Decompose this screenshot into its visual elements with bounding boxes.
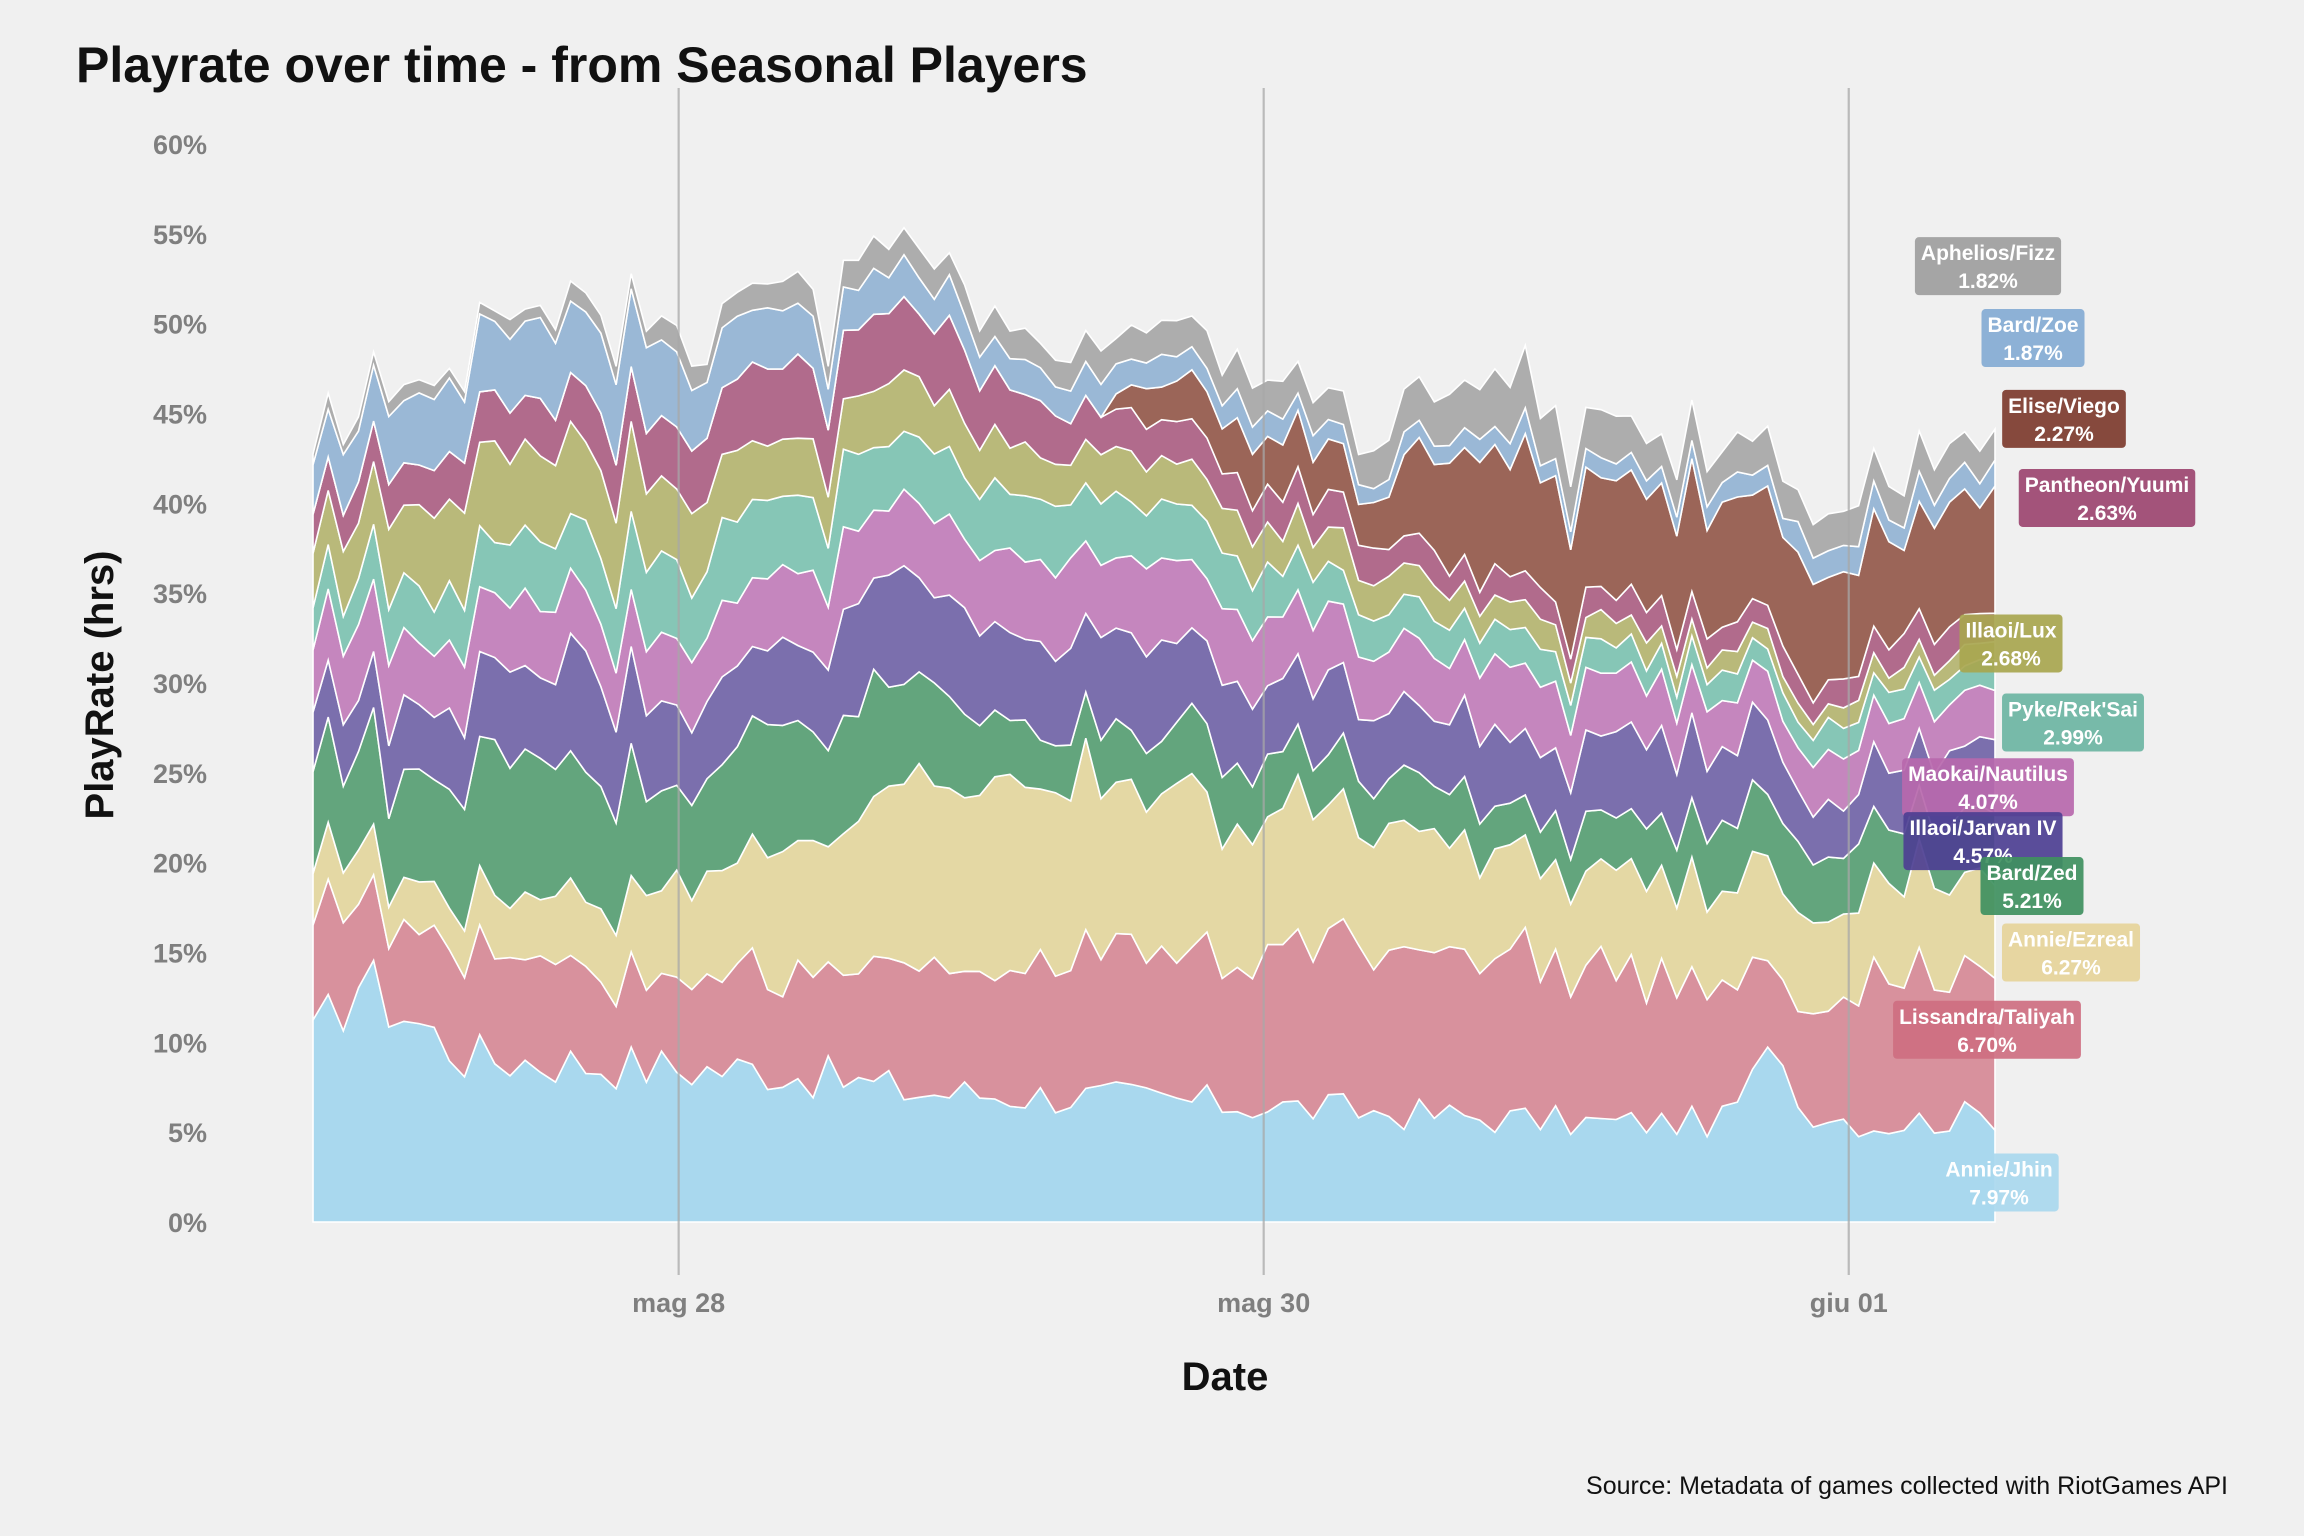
end-label-elise-viego: Elise/Viego 2.27% (2002, 389, 2126, 448)
end-label-box (2002, 389, 2126, 448)
end-label-value: 7.97% (1969, 1186, 2029, 1209)
y-tick-label: 50% (153, 310, 207, 340)
end-label-box (2002, 693, 2144, 752)
y-tick-label: 55% (153, 220, 207, 250)
end-label-box (1914, 237, 2062, 296)
end-label-box (1981, 309, 2085, 368)
end-label-illaoi-lux: Illaoi/Lux 2.68% (1959, 614, 2063, 673)
end-label-illaoi-jarvan-iv: Illaoi/Jarvan IV4.57% (1903, 812, 2063, 871)
y-axis-title: PlayRate (hrs) (78, 551, 122, 820)
end-label-name: Annie/Jhin (1945, 1158, 2052, 1181)
x-tick-label: mag 30 (1217, 1288, 1310, 1318)
y-tick-label: 40% (153, 489, 207, 519)
y-tick-label: 5% (168, 1118, 207, 1148)
y-axis-ticks: 0% 5% 10% 15% 20% 25% 30% 35% 40% 45% 50% 55% 60% (153, 130, 207, 1238)
area-aphelios-fizz (312, 226, 1996, 560)
y-tick-label: 30% (153, 669, 207, 699)
end-label-name: Aphelios/Fizz (1921, 242, 2055, 265)
end-label-box (1903, 812, 2063, 871)
end-label-box (1939, 1153, 2059, 1212)
end-label-name: Bard/Zed (1986, 862, 2077, 885)
end-label-value: 6.27% (2041, 957, 2101, 980)
end-label-name: Illaoi/Lux (1965, 619, 2056, 642)
x-tick-label: mag 28 (632, 1288, 725, 1318)
end-label-value: 1.87% (2003, 342, 2063, 365)
y-tick-label: 15% (153, 939, 207, 969)
x-axis-title: Date (1182, 1355, 1269, 1399)
y-tick-label: 60% (153, 130, 207, 160)
end-label-annie-ezreal: Annie/Ezreal 6.27% (2001, 923, 2141, 982)
end-label-name: Maokai/Nautilus (1908, 763, 2068, 786)
end-label-lissandra-taliyah: Lissandra/Taliyah 6.70% (1893, 1000, 2081, 1059)
end-label-name: Pyke/Rek'Sai (2008, 699, 2138, 722)
end-label-name: Lissandra/Taliyah (1899, 1006, 2075, 1029)
end-label-value: 5.21% (2002, 890, 2062, 913)
end-label-value: 2.68% (1981, 647, 2041, 670)
end-label-value: 2.99% (2043, 727, 2103, 750)
end-label-box (1959, 614, 2063, 673)
end-label-box (2018, 468, 2196, 527)
end-label-box (2001, 923, 2141, 982)
end-label-pantheon-yuumi: Pantheon/Yuumi 2.63% (2018, 468, 2196, 527)
x-axis-ticks: mag 28 mag 30 giu 01 (632, 1288, 1888, 1318)
area-layer (312, 226, 1996, 1223)
end-label-pyke-rek-sai: Pyke/Rek'Sai 2.99% (2002, 693, 2144, 752)
gridlines (677, 88, 1850, 1275)
end-label-annie-jhin: Annie/Jhin 7.97% (1939, 1153, 2059, 1212)
end-label-value: 1.82% (1958, 270, 2018, 293)
y-tick-label: 20% (153, 849, 207, 879)
chart-title: Playrate over time - from Seasonal Playe… (76, 37, 1088, 93)
end-label-bard-zoe: Bard/Zoe 1.87% (1981, 309, 2085, 368)
end-label-aphelios-fizz: Aphelios/Fizz 1.82% (1914, 237, 2062, 296)
y-tick-label: 10% (153, 1028, 207, 1058)
end-label-value: 4.07% (1958, 791, 2018, 814)
y-tick-label: 0% (168, 1208, 207, 1238)
end-label-value: 2.63% (2077, 502, 2137, 525)
y-tick-label: 45% (153, 400, 207, 430)
end-label-value: 6.70% (1957, 1034, 2017, 1057)
end-label-name: Bard/Zoe (1987, 314, 2078, 337)
series-end-labels: Aphelios/Fizz 1.82% Bard/Zoe 1.87% Elise/Vie… (1893, 237, 2196, 1212)
end-label-value: 2.27% (2034, 423, 2094, 446)
y-tick-label: 25% (153, 759, 207, 789)
end-label-name: Elise/Viego (2008, 395, 2120, 418)
end-label-name: Pantheon/Yuumi (2025, 474, 2190, 497)
end-label-maokai-nautilus: Maokai/Nautilus 4.07% (1902, 758, 2074, 817)
end-label-name: Illaoi/Jarvan IV (1909, 817, 2056, 840)
source-note: Source: Metadata of games collected with… (1586, 1472, 2228, 1500)
end-label-box (1893, 1000, 2081, 1059)
end-label-bard-zed: Bard/Zed 5.21% (1980, 857, 2084, 916)
y-tick-label: 35% (153, 579, 207, 609)
x-tick-label: giu 01 (1810, 1288, 1888, 1318)
end-label-box (1980, 857, 2084, 916)
end-label-box (1902, 758, 2074, 817)
end-label-name: Annie/Ezreal (2008, 929, 2134, 952)
